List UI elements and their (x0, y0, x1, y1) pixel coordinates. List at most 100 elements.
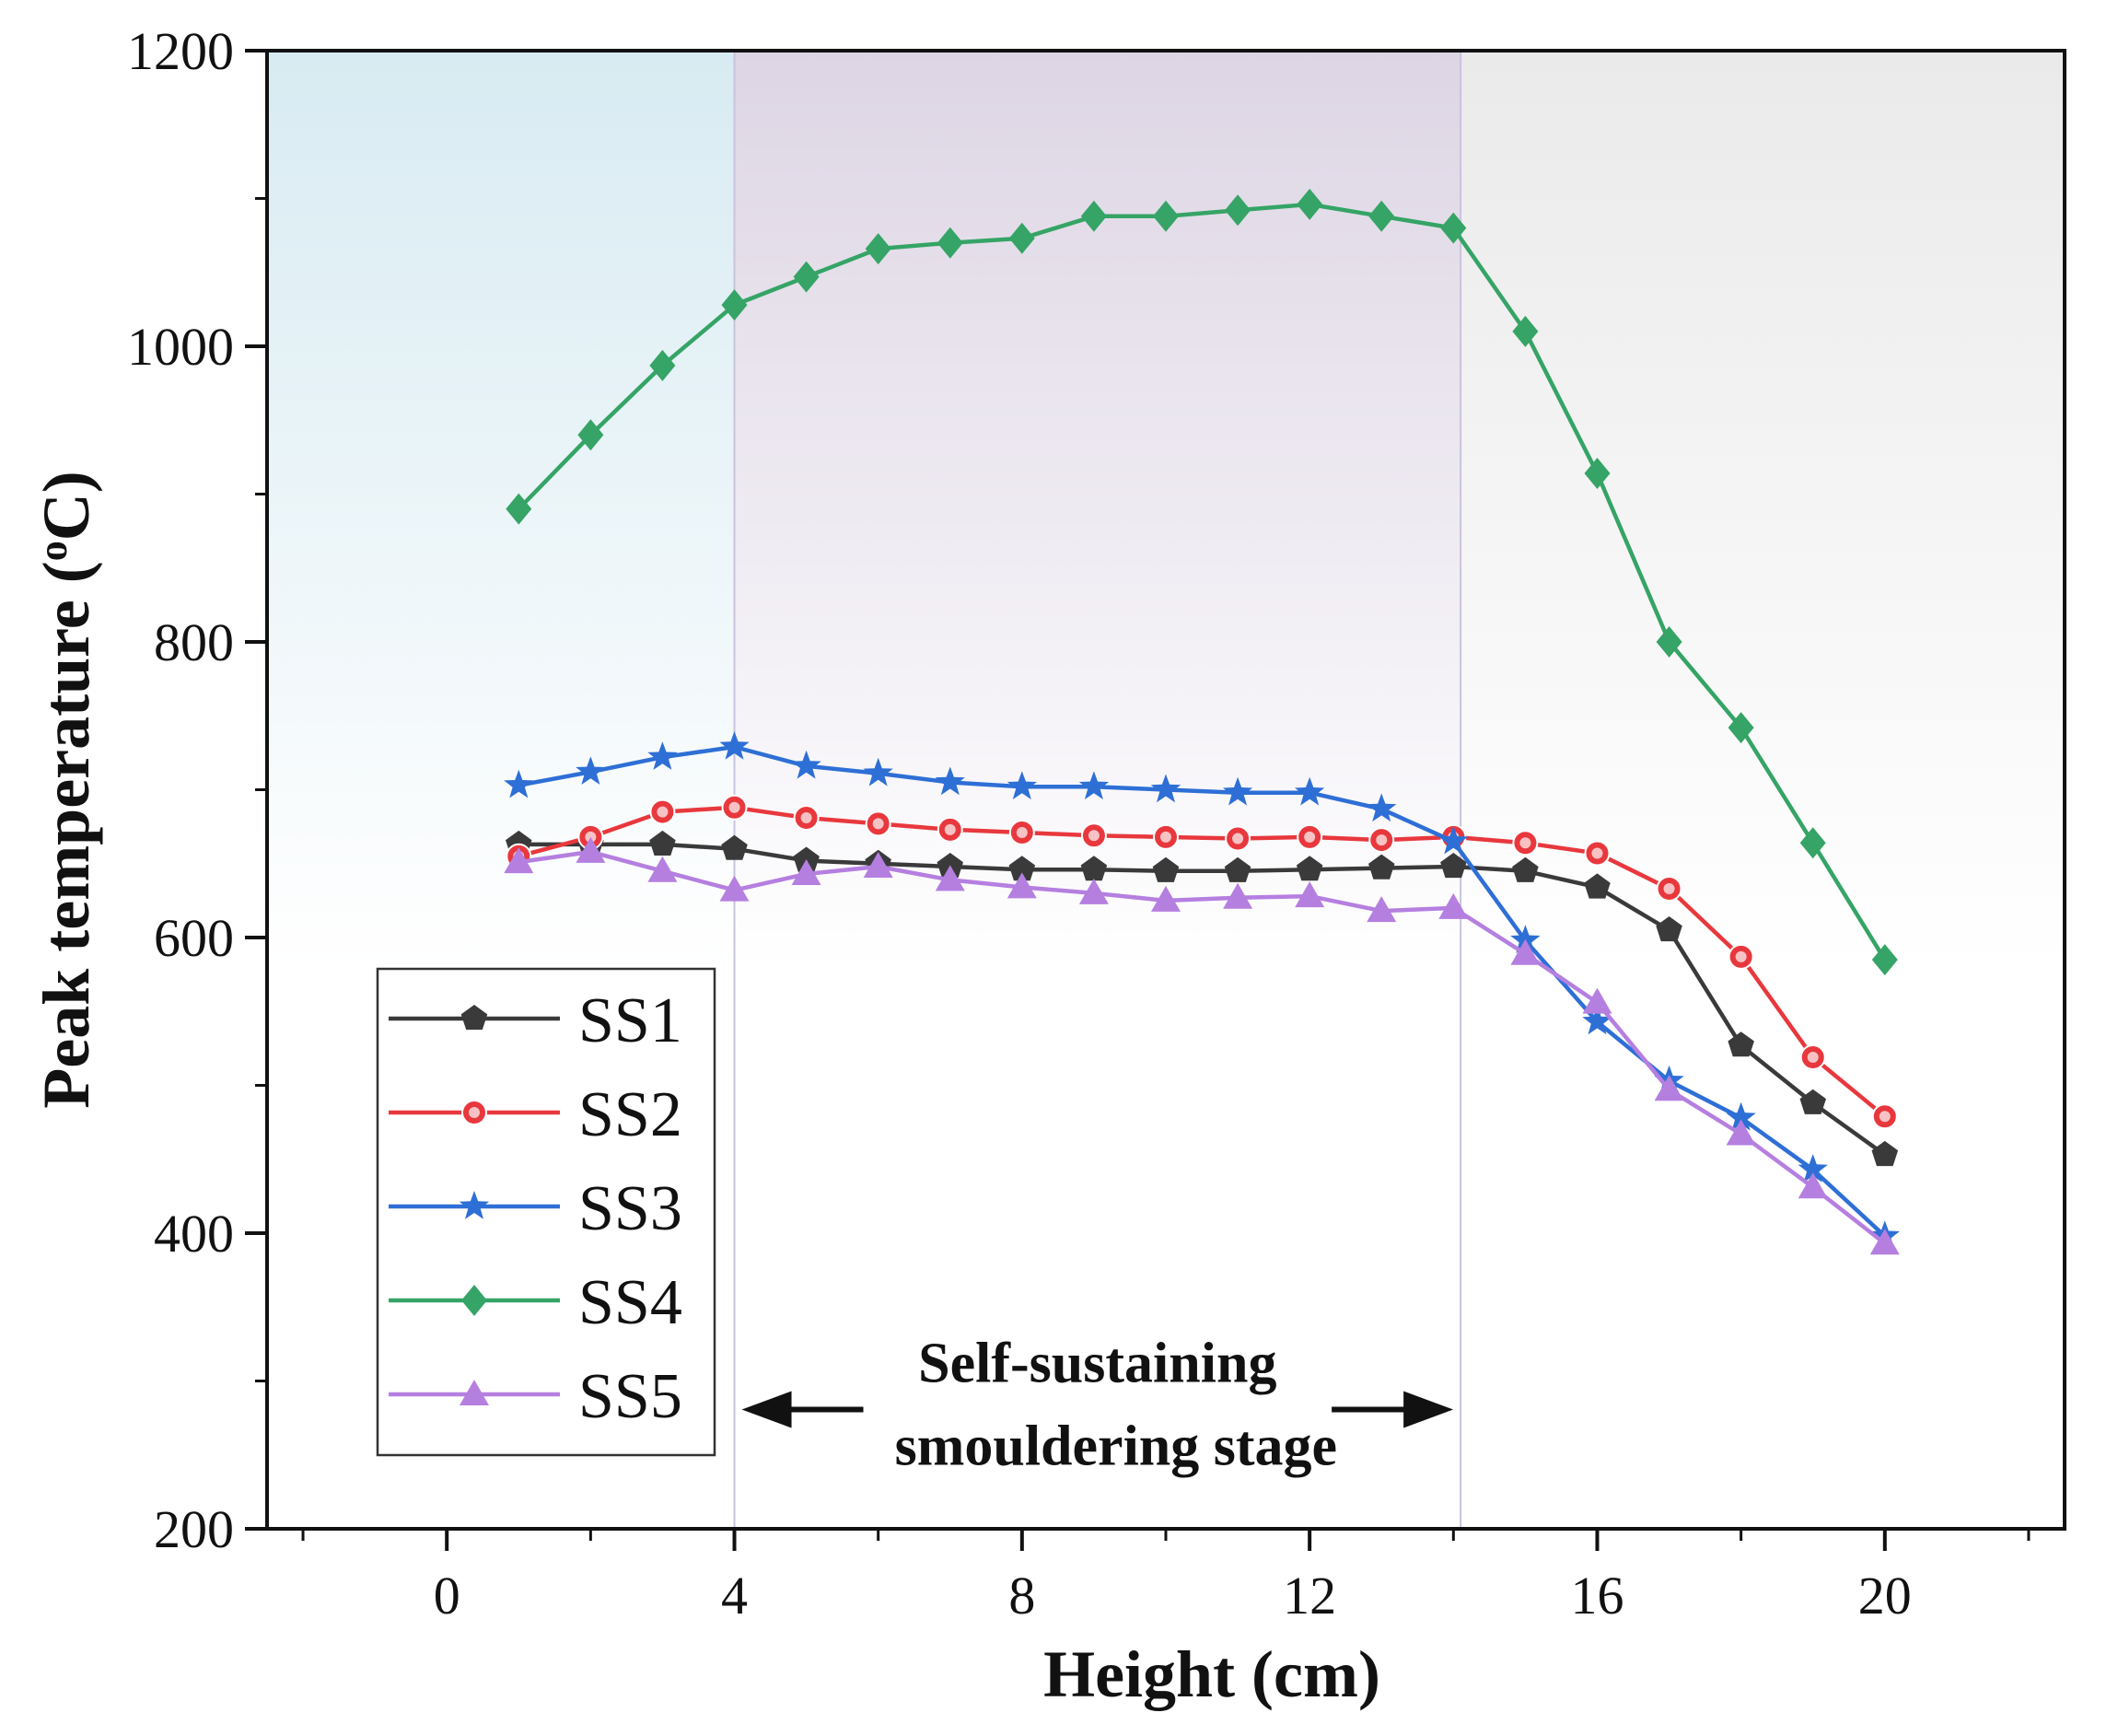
data-point-ss3 (1295, 776, 1325, 806)
x-tick-label: 16 (1570, 1566, 1623, 1625)
data-point-ss3 (1726, 1101, 1756, 1131)
data-point-ss3 (863, 757, 893, 786)
y-axis-title-superscript: o (30, 541, 76, 561)
marker-circle-center (1879, 1111, 1891, 1123)
marker-circle-center (872, 818, 884, 830)
data-point-ss4 (577, 419, 604, 451)
data-point-ss1 (1080, 856, 1108, 881)
axes: 200 400 600 800 1000 1200 0 4 8 12 16 20 Height (cm)… (29, 21, 2066, 1711)
data-point-ss5 (647, 856, 678, 882)
data-point-ss4 (1656, 626, 1682, 658)
data-point-ss1 (1224, 856, 1251, 882)
data-point-ss1 (1512, 856, 1539, 882)
y-tick-label: 800 (154, 612, 234, 672)
data-point-ss2 (865, 810, 891, 837)
data-point-ss3 (1150, 774, 1181, 803)
marker-circle-center (657, 806, 669, 818)
data-point-ss5 (719, 875, 750, 902)
data-point-ss4 (1871, 944, 1898, 976)
series-ss1 (506, 830, 1899, 1167)
y-tick-label: 1200 (127, 21, 234, 81)
marker-circle-center (469, 1107, 480, 1118)
data-point-ss2 (649, 798, 676, 825)
x-tick-label: 12 (1283, 1566, 1336, 1625)
data-point-ss4 (1799, 827, 1826, 859)
data-point-ss5 (1438, 892, 1469, 919)
data-point-ss2 (1871, 1103, 1898, 1130)
data-point-ss3 (935, 766, 965, 796)
data-point-ss1 (721, 834, 748, 860)
data-point-ss4 (865, 233, 891, 265)
data-point-ss4 (1153, 200, 1179, 232)
series-line-ss5 (518, 849, 1887, 1245)
data-point-ss3 (1222, 776, 1253, 806)
marker-circle-center (944, 823, 956, 835)
y-tick-label: 400 (154, 1204, 234, 1264)
data-point-ss3 (647, 741, 678, 770)
data-point-ss3 (504, 769, 534, 798)
stage-annotation: Self-sustaining smouldering stage (741, 1333, 1454, 1478)
x-tick-label: 0 (434, 1566, 460, 1625)
data-point-ss5 (1869, 1229, 1900, 1255)
data-point-ss5 (1726, 1119, 1756, 1146)
data-point-ss5 (1510, 938, 1541, 965)
data-point-ss5 (1078, 878, 1109, 904)
data-point-ss2 (1225, 825, 1251, 852)
data-point-ss3 (1007, 771, 1037, 799)
data-point-ss5 (1367, 896, 1397, 923)
data-point-ss5 (1223, 882, 1253, 909)
data-point-ss3 (1078, 771, 1110, 799)
data-point-ss5 (576, 836, 606, 863)
data-point-ss4 (1440, 212, 1467, 244)
data-point-ss5 (863, 852, 893, 878)
legend-marker (461, 1285, 487, 1316)
data-point-ss5 (1007, 872, 1037, 899)
data-point-ss4 (1225, 194, 1251, 227)
legend-item-ss5: SS5 (389, 1361, 682, 1432)
x-tick-label: 8 (1008, 1566, 1035, 1625)
marker-circle-center (585, 831, 597, 843)
arrow-right-head (1403, 1391, 1454, 1428)
data-point-ss5 (1295, 881, 1325, 908)
data-point-ss3 (1510, 925, 1541, 953)
legend-label: SS2 (578, 1079, 682, 1150)
marker-circle-center (728, 801, 740, 813)
data-point-ss4 (1584, 458, 1611, 489)
legend-item-ss2: SS2 (389, 1079, 682, 1150)
marker-circle-center (1591, 847, 1603, 859)
data-point-ss2 (937, 816, 963, 843)
data-point-ss4 (1080, 200, 1107, 232)
data-point-ss5 (1151, 885, 1181, 912)
data-point-ss2 (1728, 943, 1754, 970)
data-point-ss1 (1871, 1140, 1899, 1167)
y-axis-title: Peak temperature (oC) (29, 471, 103, 1108)
marker-circle-center (1663, 883, 1675, 895)
marker-circle-center (1735, 950, 1747, 962)
data-point-ss1 (1656, 916, 1682, 942)
data-point-ss3 (1438, 825, 1469, 855)
region-burnout (1460, 51, 2065, 1529)
series-ss4 (506, 188, 1898, 976)
data-point-ss5 (1582, 987, 1612, 1014)
legend-item-ss4: SS4 (389, 1267, 682, 1338)
data-point-ss4 (506, 493, 532, 525)
x-tick-label: 4 (721, 1566, 748, 1625)
data-point-ss4 (1728, 712, 1754, 744)
data-point-ss1 (1728, 1031, 1754, 1057)
legend-marker (460, 1005, 488, 1031)
arrow-left-head (741, 1391, 792, 1428)
x-axis-title: Height (cm) (1043, 1637, 1380, 1711)
series-ss5 (504, 836, 1900, 1255)
data-point-ss2 (1584, 840, 1611, 867)
data-point-ss2 (1008, 820, 1035, 846)
marker-circle-center (1160, 831, 1171, 843)
legend-marker (460, 1380, 489, 1405)
marker-circle-center (1232, 833, 1244, 845)
data-point-ss5 (1798, 1172, 1828, 1199)
data-point-ss4 (1512, 315, 1539, 347)
data-point-ss5 (504, 847, 534, 874)
legend-label: SS5 (578, 1361, 682, 1432)
data-point-ss1 (1296, 856, 1323, 881)
data-point-ss4 (1297, 188, 1323, 220)
